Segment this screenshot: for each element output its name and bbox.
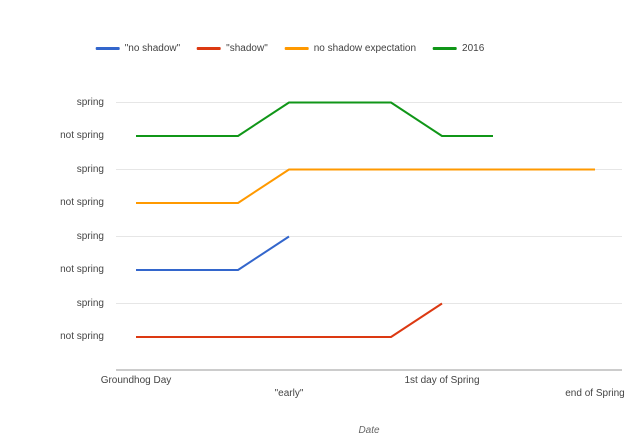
legend-label: "shadow" [226,43,268,54]
y-axis-label-not-spring: not spring [60,197,104,208]
x-axis-label-1st-day-of-spring: 1st day of Spring [404,375,480,386]
legend-item-shadow: "shadow" [197,43,268,54]
y-axis-label-not-spring: not spring [60,130,104,141]
legend-swatch-line [433,47,458,50]
legend-label: "no shadow" [124,43,181,54]
x-axis-label-end-of-spring: end of Spring [565,388,625,399]
legend-item-2016: 2016 [433,43,484,54]
y-axis-label-spring: spring [76,297,104,309]
y-axis-label-not-spring: not spring [60,331,104,342]
y-axis-label-not-spring: not spring [60,264,104,275]
legend: "no shadow" "shadow" no shadow expectati… [95,43,484,54]
x-axis-label-groundhog-day: Groundhog Day [100,375,172,386]
y-axis-label-spring: spring [76,96,104,108]
x-axis-title: Date [358,425,380,436]
legend-label: no shadow expectation [313,43,417,54]
legend-swatch-line [284,47,309,50]
y-axis-label-spring: spring [76,230,104,242]
legend-swatch-line [197,47,222,50]
legend-label: 2016 [462,43,485,54]
legend-swatch-line [95,47,120,50]
y-axis-label-spring: spring [76,163,104,175]
legend-item-no-shadow: "no shadow" [95,43,181,54]
x-axis-label-early: "early" [274,388,304,399]
legend-item-no-shadow-expectation: no shadow expectation [284,43,417,54]
